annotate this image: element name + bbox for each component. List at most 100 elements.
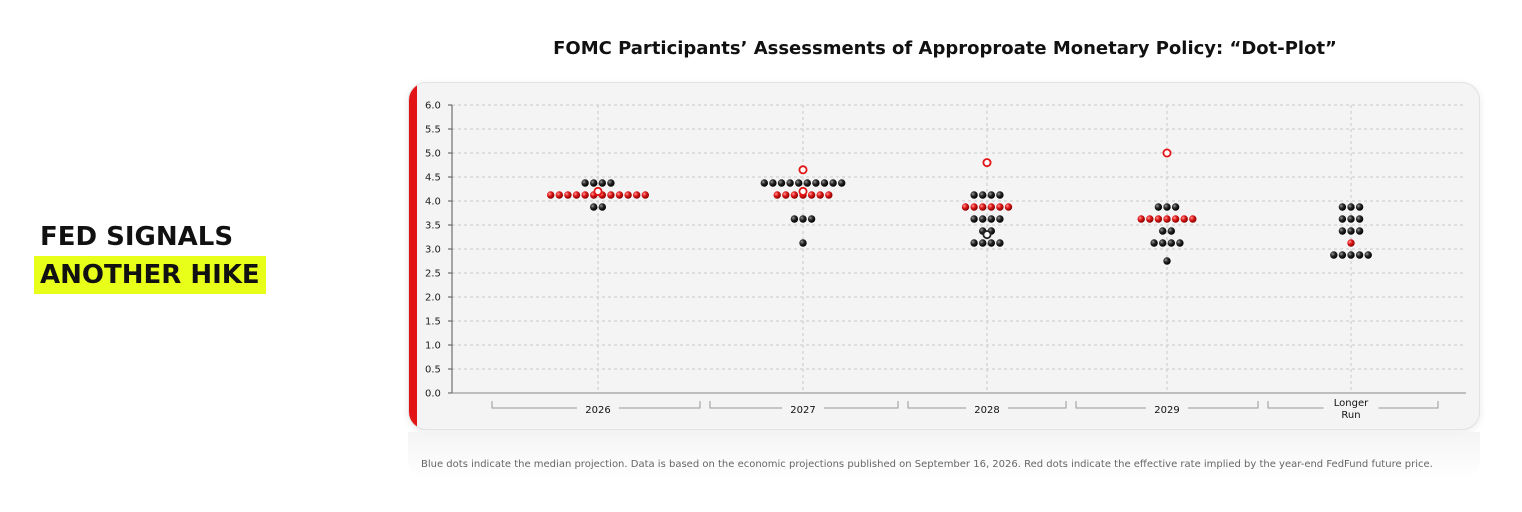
dot-participant	[820, 179, 829, 187]
y-tick-label: 1.0	[425, 341, 441, 352]
dot-red	[572, 191, 581, 199]
dot-red	[782, 191, 790, 199]
category-bracket-right	[619, 401, 701, 409]
headline: FED SIGNALS ANOTHER HIKE	[34, 218, 266, 294]
x-category-label: 2028	[974, 405, 999, 416]
dot-participant	[803, 179, 811, 187]
y-tick-label: 4.0	[425, 197, 441, 208]
dot-participant	[979, 239, 987, 247]
dot-participant	[1355, 215, 1364, 223]
dot-red	[1146, 215, 1154, 223]
chart-title: FOMC Participants’ Assessments of Approp…	[553, 38, 1337, 59]
dot-red	[633, 191, 641, 199]
category-bracket-right	[824, 401, 899, 409]
dot-participant	[829, 179, 837, 187]
median-marker	[982, 230, 992, 240]
dot-red	[996, 203, 1004, 211]
dot-participant	[1347, 251, 1355, 259]
dot-red	[555, 191, 563, 199]
dot-red	[961, 203, 970, 211]
dot-red	[1180, 215, 1188, 223]
dot-red	[1154, 215, 1163, 223]
headline-line-1: FED SIGNALS	[40, 222, 234, 252]
dot-red	[1004, 203, 1013, 211]
dot-red	[1171, 215, 1180, 223]
dot-red	[987, 203, 995, 211]
dot-red	[547, 191, 555, 199]
dot-red	[564, 191, 572, 199]
dot-participant	[812, 179, 820, 187]
y-tick-label: 5.0	[425, 149, 441, 160]
y-tick-label: 3.5	[425, 221, 441, 232]
dot-participant	[979, 215, 987, 223]
dot-red	[790, 191, 799, 199]
dot-participant	[979, 191, 987, 199]
dot-participant	[1176, 239, 1184, 247]
category-bracket-right	[1008, 401, 1067, 409]
dot-red	[970, 203, 978, 211]
dot-participant	[1347, 215, 1355, 223]
dot-participant	[1167, 227, 1176, 235]
dot-participant	[996, 191, 1004, 199]
dot-participant	[598, 179, 606, 187]
dot-participant	[1163, 203, 1171, 211]
category-bracket-left	[1267, 401, 1324, 409]
dot-participant	[1347, 227, 1355, 235]
dot-participant	[581, 179, 589, 187]
category-bracket-left	[907, 401, 966, 409]
x-category-label: 2029	[1154, 405, 1179, 416]
dot-red	[773, 191, 781, 199]
dot-participant	[987, 239, 995, 247]
category-bracket-right	[1188, 401, 1259, 409]
category-bracket-left	[1075, 401, 1146, 409]
dot-participant	[1159, 227, 1167, 235]
dot-red	[1347, 239, 1355, 247]
open-marker	[1162, 148, 1172, 158]
y-tick-label: 5.5	[425, 125, 441, 136]
y-tick-label: 4.5	[425, 173, 441, 184]
dot-red	[641, 191, 649, 199]
y-tick-label: 6.0	[425, 101, 441, 112]
dot-participant	[786, 179, 794, 187]
dot-red	[979, 203, 987, 211]
dot-red	[1163, 215, 1171, 223]
open-marker	[798, 165, 808, 175]
dot-participant	[1154, 203, 1163, 211]
category-bracket-right	[1378, 401, 1439, 409]
dot-red	[1137, 215, 1145, 223]
dot-participant	[1355, 227, 1364, 235]
dot-participant	[590, 203, 598, 211]
headline-line-2-highlighted: ANOTHER HIKE	[34, 256, 266, 294]
open-marker	[593, 186, 603, 196]
dot-participant	[1159, 239, 1167, 247]
dot-participant	[795, 179, 803, 187]
dot-participant	[970, 239, 978, 247]
dot-participant	[1347, 203, 1355, 211]
dot-participant	[1355, 203, 1364, 211]
dot-participant	[1150, 239, 1158, 247]
dot-participant	[996, 239, 1004, 247]
y-tick-label: 1.5	[425, 317, 441, 328]
chart-accent-bar	[409, 83, 417, 429]
dot-participant	[590, 179, 598, 187]
dot-red	[607, 191, 615, 199]
dot-participant	[987, 191, 995, 199]
dot-participant	[807, 215, 816, 223]
dot-participant	[970, 191, 978, 199]
x-category-label: Run	[1341, 410, 1360, 421]
dot-red	[1189, 215, 1197, 223]
dot-participant	[1338, 251, 1347, 259]
dot-participant	[1364, 251, 1372, 259]
y-tick-label: 0.5	[425, 365, 441, 376]
chart-card	[408, 82, 1480, 430]
dot-participant	[760, 179, 768, 187]
chart-reflection	[408, 432, 1480, 480]
dot-red	[581, 191, 589, 199]
y-tick-label: 0.0	[425, 389, 441, 400]
dot-participant	[1171, 203, 1180, 211]
y-tick-label: 3.0	[425, 245, 441, 256]
dot-red	[816, 191, 824, 199]
dot-participant	[1355, 251, 1364, 259]
x-category-label: Longer	[1334, 398, 1369, 409]
